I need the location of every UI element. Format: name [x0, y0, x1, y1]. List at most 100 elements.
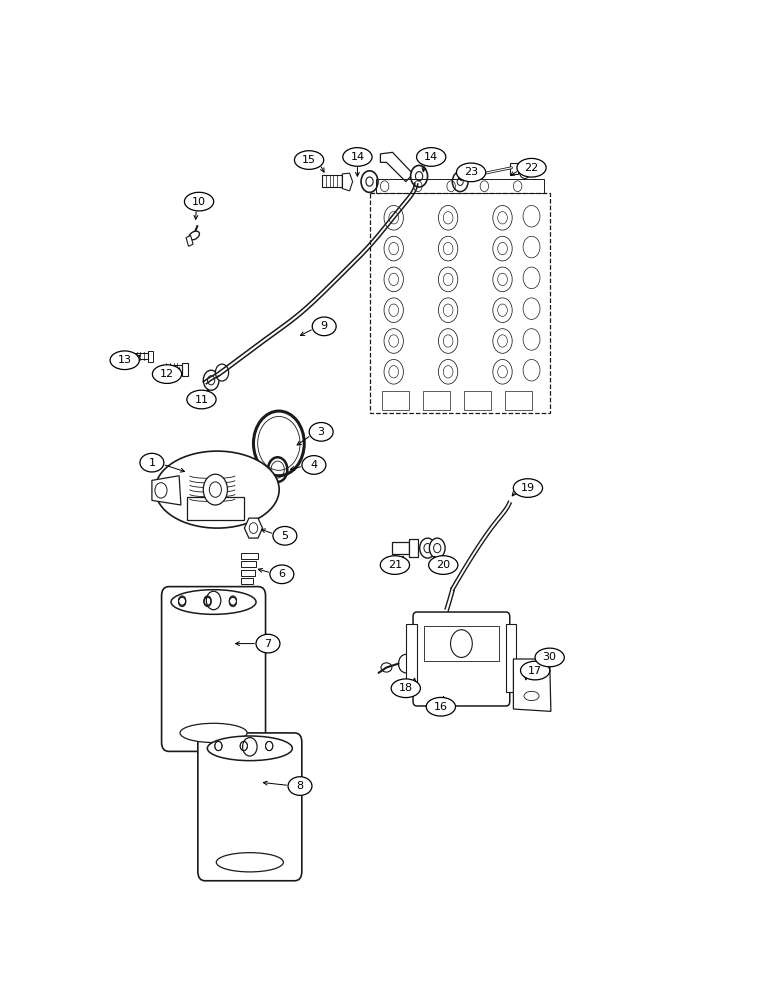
Bar	[182, 363, 188, 376]
Circle shape	[416, 172, 423, 181]
Ellipse shape	[216, 853, 283, 872]
Text: 23: 23	[464, 167, 478, 177]
Circle shape	[204, 474, 228, 505]
Ellipse shape	[189, 231, 200, 240]
Circle shape	[452, 172, 468, 192]
Bar	[241, 578, 253, 584]
Circle shape	[361, 171, 378, 192]
Circle shape	[215, 364, 229, 381]
Ellipse shape	[391, 679, 420, 698]
Circle shape	[204, 370, 219, 390]
Bar	[464, 391, 491, 410]
FancyBboxPatch shape	[161, 587, 265, 751]
Ellipse shape	[155, 451, 279, 528]
Text: 1: 1	[148, 458, 155, 468]
Ellipse shape	[152, 365, 182, 383]
Ellipse shape	[312, 317, 336, 336]
Text: 30: 30	[543, 652, 557, 662]
Bar	[164, 365, 183, 374]
Circle shape	[366, 177, 373, 186]
FancyBboxPatch shape	[413, 612, 510, 706]
Ellipse shape	[342, 148, 372, 166]
Bar	[406, 624, 417, 692]
Bar	[506, 624, 516, 692]
Bar	[322, 175, 342, 187]
Bar	[186, 235, 193, 246]
Circle shape	[519, 165, 530, 179]
Bar	[424, 626, 499, 661]
Circle shape	[457, 178, 463, 185]
Ellipse shape	[381, 663, 392, 672]
Ellipse shape	[309, 423, 333, 441]
Text: 3: 3	[317, 427, 324, 437]
Circle shape	[209, 482, 222, 497]
Ellipse shape	[187, 390, 216, 409]
Polygon shape	[381, 152, 413, 182]
Circle shape	[434, 544, 441, 553]
Bar	[505, 391, 532, 410]
Bar	[241, 553, 258, 559]
Circle shape	[424, 544, 431, 553]
Text: 4: 4	[310, 460, 317, 470]
Ellipse shape	[184, 192, 214, 211]
Ellipse shape	[207, 736, 292, 761]
Ellipse shape	[381, 556, 410, 574]
Ellipse shape	[288, 777, 312, 795]
Text: 20: 20	[436, 560, 450, 570]
Text: 5: 5	[282, 531, 289, 541]
Bar	[135, 353, 148, 359]
Bar	[376, 179, 544, 193]
Bar	[410, 539, 418, 557]
FancyBboxPatch shape	[198, 733, 302, 881]
Ellipse shape	[429, 556, 458, 574]
Ellipse shape	[426, 697, 456, 716]
Text: 14: 14	[350, 152, 364, 162]
Bar	[148, 351, 153, 362]
Bar	[381, 391, 409, 410]
Ellipse shape	[520, 661, 550, 680]
Text: 21: 21	[388, 560, 402, 570]
Ellipse shape	[517, 158, 546, 177]
Bar	[241, 561, 257, 567]
Polygon shape	[513, 659, 551, 711]
Polygon shape	[152, 476, 181, 505]
Ellipse shape	[456, 163, 486, 182]
Text: 15: 15	[302, 155, 316, 165]
Ellipse shape	[535, 648, 564, 667]
Bar	[423, 391, 450, 410]
Text: 18: 18	[399, 683, 413, 693]
Text: 7: 7	[264, 639, 271, 649]
Text: 17: 17	[528, 666, 542, 676]
Ellipse shape	[417, 148, 446, 166]
Bar	[370, 193, 550, 413]
Circle shape	[420, 538, 435, 558]
Ellipse shape	[513, 479, 543, 497]
Bar	[187, 497, 244, 520]
Text: 13: 13	[118, 355, 132, 365]
Bar	[392, 542, 410, 554]
Ellipse shape	[302, 456, 326, 474]
Ellipse shape	[270, 565, 294, 584]
Text: 12: 12	[160, 369, 174, 379]
Circle shape	[410, 165, 427, 187]
Text: 14: 14	[424, 152, 438, 162]
Polygon shape	[244, 518, 263, 538]
Ellipse shape	[256, 634, 280, 653]
Ellipse shape	[171, 590, 256, 614]
Ellipse shape	[140, 453, 164, 472]
Text: 11: 11	[194, 395, 208, 405]
Text: 10: 10	[192, 197, 206, 207]
Bar	[241, 570, 254, 576]
Text: 16: 16	[434, 702, 448, 712]
Text: 6: 6	[278, 569, 285, 579]
Text: 8: 8	[296, 781, 303, 791]
Circle shape	[429, 538, 445, 558]
Circle shape	[207, 376, 215, 385]
Ellipse shape	[180, 723, 247, 743]
Ellipse shape	[273, 526, 297, 545]
Bar	[510, 163, 518, 174]
Text: 9: 9	[321, 321, 328, 331]
Text: 22: 22	[524, 163, 539, 173]
Ellipse shape	[294, 151, 324, 169]
Ellipse shape	[110, 351, 140, 370]
